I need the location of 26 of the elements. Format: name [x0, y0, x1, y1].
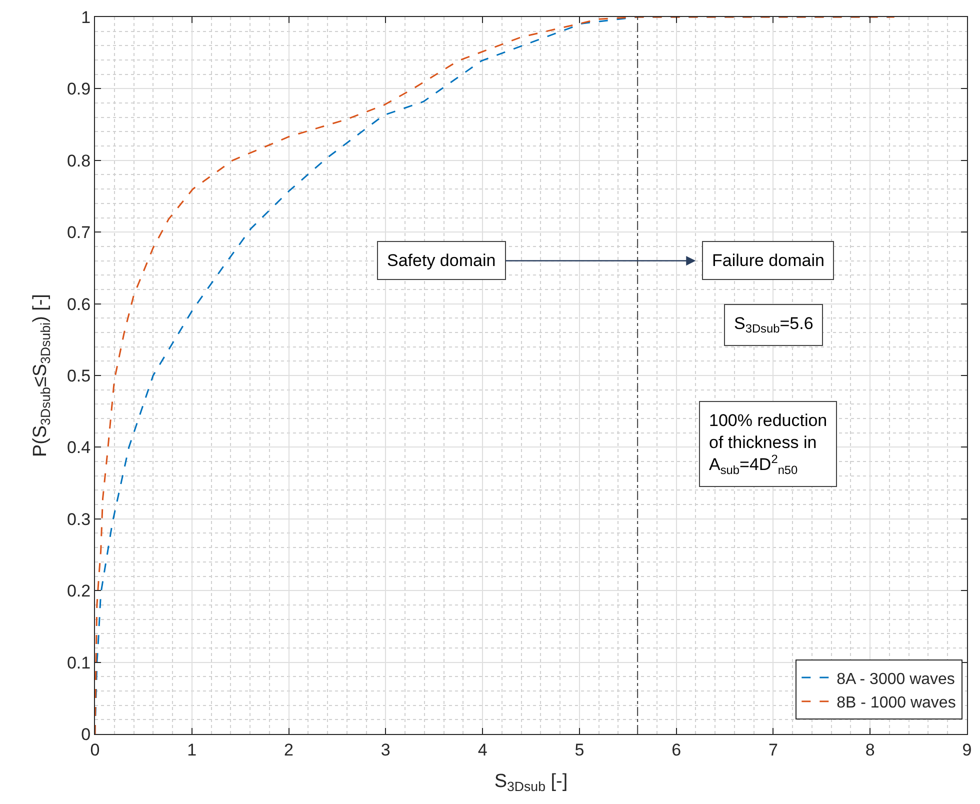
x-tick-label: 3 — [380, 740, 390, 760]
x-tick-label: 8 — [865, 740, 875, 760]
x-tick-label: 4 — [478, 740, 488, 760]
y-tick-label: 0.9 — [66, 80, 91, 99]
y-tick-label: 0.2 — [66, 582, 91, 601]
x-tick-label: 7 — [768, 740, 778, 760]
y-tick-label: 0.7 — [66, 223, 91, 242]
x-tick-label: 2 — [284, 740, 294, 760]
y-tick-label: 0.1 — [66, 653, 91, 672]
legend-label: 8B - 1000 waves — [836, 694, 956, 712]
x-tick-label: 6 — [672, 740, 682, 760]
legend-label: 8A - 3000 waves — [836, 670, 955, 688]
x-tick-label: 5 — [574, 740, 584, 760]
annotation: S$_{3Dsub}$=5.6 — [734, 314, 814, 336]
annotation: Safety domain — [387, 251, 496, 270]
x-tick-label: 9 — [962, 740, 972, 760]
y-tick-label: 0.5 — [66, 366, 91, 386]
x-tick-label: 1 — [187, 740, 197, 760]
annotation: Failure domain — [712, 251, 824, 270]
y-tick-label: 1 — [81, 8, 91, 27]
y-tick-label: 0.3 — [66, 510, 91, 529]
y-tick-label: 0 — [81, 724, 91, 744]
y-tick-label: 0.6 — [66, 294, 91, 314]
x-axis-title: S$_{3Dsub}$ [-] — [494, 771, 568, 794]
y-tick-label: 0.8 — [66, 151, 91, 170]
y-tick-label: 0.4 — [66, 438, 91, 458]
